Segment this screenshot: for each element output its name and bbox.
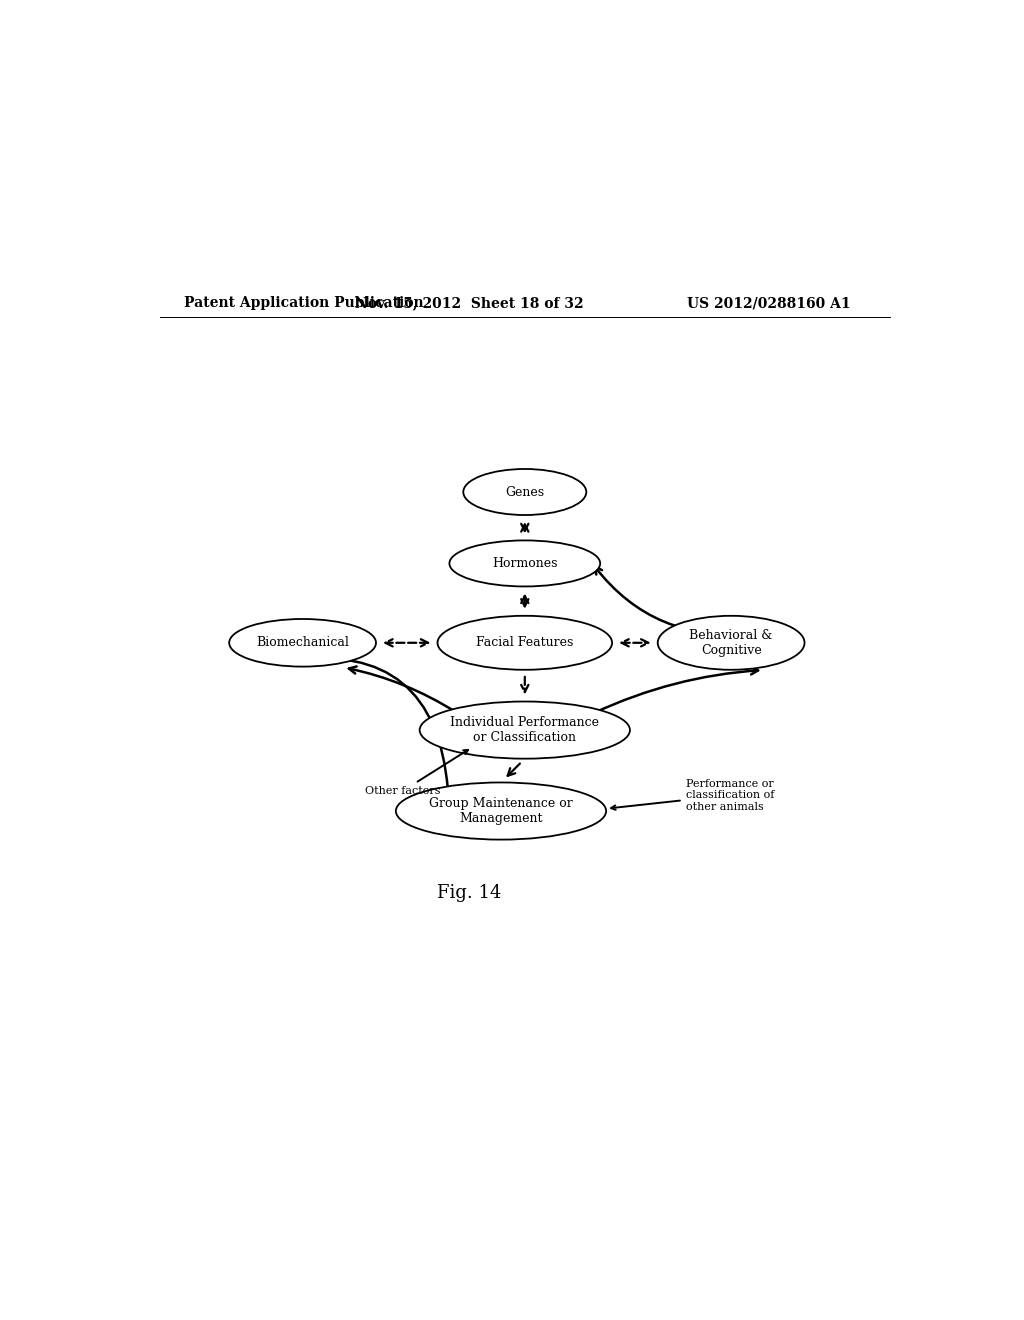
- FancyArrowPatch shape: [521, 524, 528, 532]
- FancyArrowPatch shape: [622, 639, 648, 647]
- Text: Nov. 15, 2012  Sheet 18 of 32: Nov. 15, 2012 Sheet 18 of 32: [355, 296, 584, 310]
- Text: Behavioral &
Cognitive: Behavioral & Cognitive: [689, 628, 773, 657]
- Text: Facial Features: Facial Features: [476, 636, 573, 649]
- FancyArrowPatch shape: [594, 668, 758, 713]
- Ellipse shape: [657, 616, 805, 669]
- Ellipse shape: [463, 469, 587, 515]
- FancyArrowPatch shape: [508, 763, 520, 776]
- FancyArrowPatch shape: [521, 677, 528, 692]
- FancyArrowPatch shape: [385, 639, 428, 647]
- Ellipse shape: [420, 701, 630, 759]
- Text: Performance or
classification of
other animals: Performance or classification of other a…: [611, 779, 774, 812]
- Text: Individual Performance
or Classification: Individual Performance or Classification: [451, 715, 599, 744]
- FancyArrowPatch shape: [521, 595, 528, 606]
- Text: Biomechanical: Biomechanical: [256, 636, 349, 649]
- FancyArrowPatch shape: [595, 566, 754, 634]
- Text: Fig. 14: Fig. 14: [437, 884, 502, 902]
- FancyArrowPatch shape: [290, 656, 447, 789]
- Text: Other factors: Other factors: [366, 750, 468, 796]
- Ellipse shape: [396, 783, 606, 840]
- Text: Patent Application Publication: Patent Application Publication: [183, 296, 423, 310]
- Ellipse shape: [229, 619, 376, 667]
- Text: Group Maintenance or
Management: Group Maintenance or Management: [429, 797, 572, 825]
- Text: Genes: Genes: [505, 486, 545, 499]
- FancyArrowPatch shape: [349, 667, 456, 711]
- Ellipse shape: [450, 540, 600, 586]
- Text: Hormones: Hormones: [493, 557, 557, 570]
- Ellipse shape: [437, 616, 612, 669]
- Text: US 2012/0288160 A1: US 2012/0288160 A1: [686, 296, 850, 310]
